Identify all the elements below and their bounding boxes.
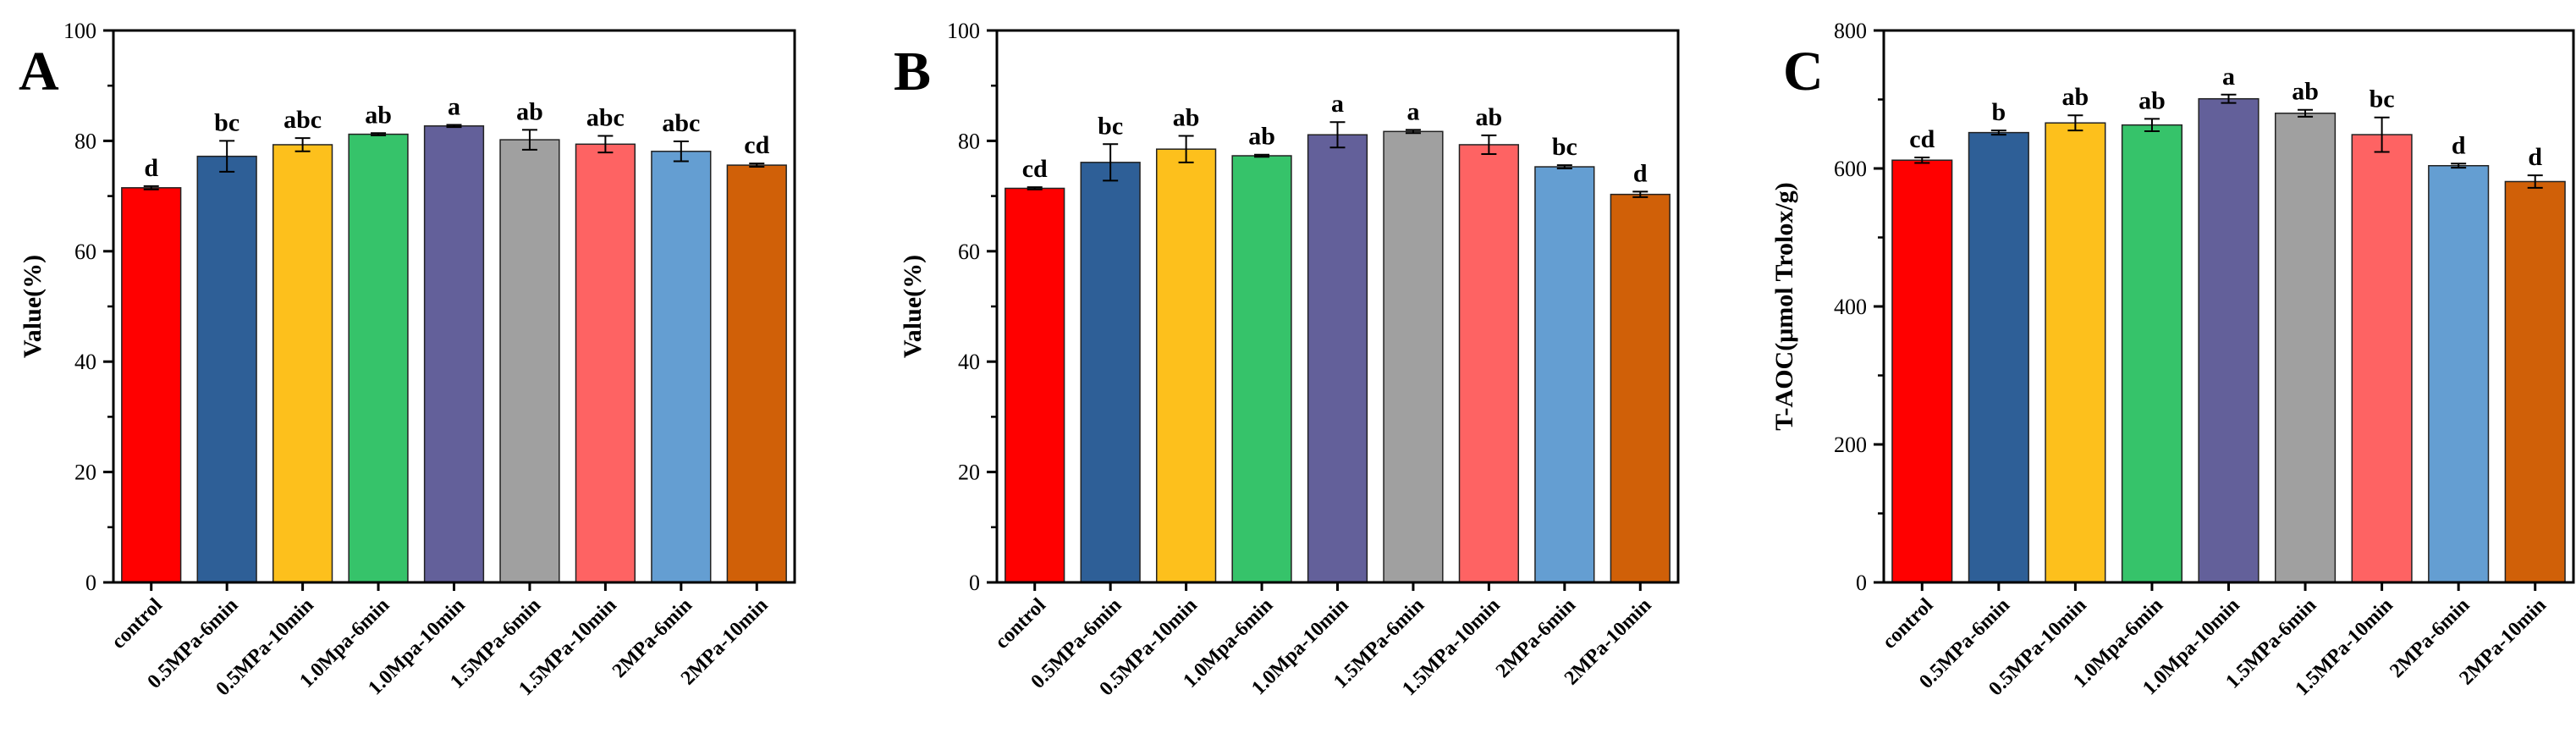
x-tick-label: control [1879,594,1938,654]
significance-letter: cd [744,131,769,159]
bar [423,125,485,583]
significance-letter: bc [1552,133,1577,161]
significance-letter: d [2528,143,2542,171]
panel-a: A 0 20 40 60 80 100 Value(%) d control bc 0.5MPa-6… [0,0,858,739]
significance-letter: a [1331,90,1344,118]
significance-letter: cd [1022,155,1048,183]
panel-c: C 0 200 400 600 800 T-AOC(μmol Trolox/g) cd con… [1760,0,2576,739]
bar [1155,148,1217,583]
y-tick-label: 600 [1834,157,1867,181]
y-tick-label: 80 [958,129,980,153]
panel-b: B 0 20 40 60 80 100 Value(%) cd control bc 0.5MPa-… [880,0,1738,739]
bar [121,187,182,583]
significance-letter: abc [662,109,700,137]
plot-frame [995,29,1680,584]
significance-letter: ab [1173,104,1200,132]
y-tick-label: 20 [958,460,980,485]
y-tick-label: 0 [969,571,980,595]
bar [2121,124,2183,583]
bar [1231,155,1292,583]
significance-letter: ab [516,97,543,125]
bar [1891,159,1953,583]
bar [499,139,560,583]
bar [1005,187,1065,583]
y-axis-title: Value(%) [19,255,47,358]
bar [1458,144,1520,583]
significance-letter: ab [365,101,392,129]
bar [2428,164,2490,583]
significance-letter: d [1633,159,1648,187]
panel-label-a: A [19,41,59,102]
significance-letter: b [1991,98,2006,126]
significance-letter: ab [1476,103,1503,131]
panel-label-c: C [1783,41,1824,102]
significance-letter: abc [283,106,322,134]
y-tick-label: 80 [74,129,96,153]
significance-letter: a [1406,97,1419,125]
y-tick-label: 100 [947,19,980,43]
chart-c: 0 200 400 600 800 T-AOC(μmol Trolox/g) cd contr… [1770,19,2575,700]
y-tick-label: 20 [74,460,96,485]
bar [2274,113,2337,583]
y-tick-label: 60 [74,240,96,264]
bar [1534,166,1595,583]
y-tick-label: 60 [958,240,980,264]
y-axis-title: Value(%) [899,255,927,358]
y-tick-label: 0 [85,571,96,595]
significance-letter: a [448,92,460,120]
y-axis-title: T-AOC(μmol Trolox/g) [1770,182,1798,430]
plot-frame [112,29,796,584]
significance-letter: ab [2138,86,2166,114]
plot-frame [1882,29,2575,584]
bar [2198,97,2260,583]
bar [1307,134,1368,583]
y-tick-label: 0 [1856,571,1867,595]
bar [1080,162,1141,583]
bar [272,144,333,583]
bar [348,133,409,583]
significance-letter: abc [586,104,625,132]
significance-letter: bc [214,108,239,136]
bar [575,143,636,583]
significance-letter: ab [2062,83,2089,111]
panel-label-b: B [894,41,932,102]
chart-b: 020406080100Value(%)cdcontrolbc0.5MPa-6m… [899,19,1680,700]
bar [2045,122,2106,583]
bar [1610,193,1671,583]
significance-letter: cd [1909,125,1935,153]
bar [726,164,787,583]
x-tick-label: control [107,594,167,654]
significance-letter: bc [1098,112,1123,140]
bar [651,151,712,583]
x-tick-label: control [991,594,1050,654]
significance-letter: ab [2292,78,2319,106]
bar [2351,134,2413,583]
bar [1383,130,1444,583]
y-tick-label: 100 [63,19,96,43]
significance-letter: bc [2370,85,2395,113]
y-tick-label: 40 [74,350,96,374]
y-tick-label: 800 [1834,19,1867,43]
y-tick-label: 200 [1834,433,1867,457]
y-tick-label: 40 [958,350,980,374]
bar [1968,131,2029,583]
significance-letter: ab [1248,123,1275,151]
significance-letter: a [2222,63,2235,91]
bar [2504,180,2566,583]
bar [196,155,257,583]
significance-letter: d [2452,131,2466,159]
y-tick-label: 400 [1834,295,1867,319]
chart-a: 020406080100Value(%)dcontrolbc0.5MPa-6mi… [19,19,796,700]
significance-letter: d [144,154,158,182]
